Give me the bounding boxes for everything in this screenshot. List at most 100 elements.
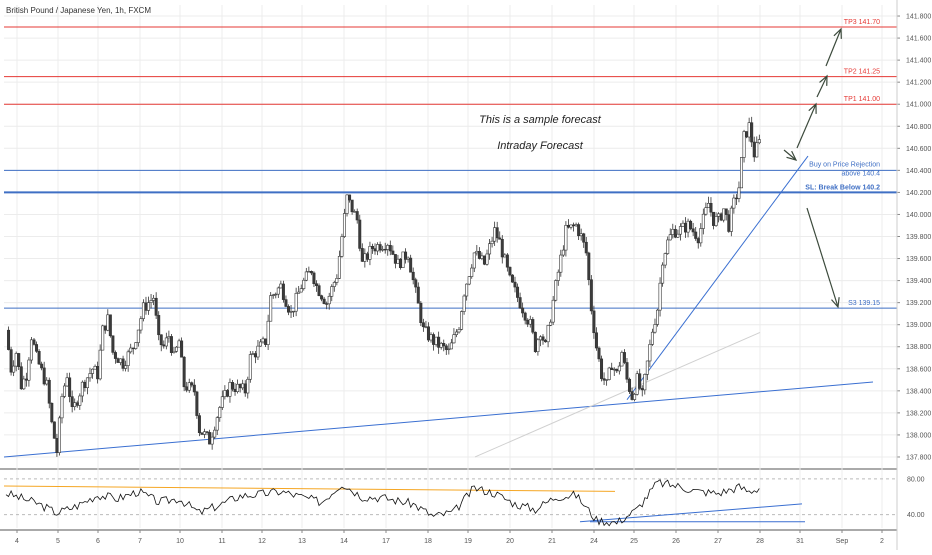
candle-body xyxy=(727,214,731,232)
candle-body xyxy=(236,383,240,392)
candle-body xyxy=(681,222,685,227)
x-tick-label: 17 xyxy=(382,538,390,545)
candle-body xyxy=(134,342,138,349)
candle-body xyxy=(579,233,583,237)
level-label: S3 139.15 xyxy=(848,300,880,307)
candle-body xyxy=(365,253,369,260)
candle-body xyxy=(19,366,23,390)
candle-body xyxy=(488,243,492,255)
candle-body xyxy=(37,351,41,365)
candle-body xyxy=(304,271,308,281)
y-tick-label: 137.800 xyxy=(906,454,931,461)
candle-body xyxy=(269,295,273,322)
x-tick-label: 26 xyxy=(672,538,680,545)
candle-body xyxy=(658,282,662,311)
candle-body xyxy=(167,336,171,339)
x-tick-label: 18 xyxy=(424,538,432,545)
candle-body xyxy=(668,234,672,241)
candle-body xyxy=(757,139,761,144)
candle-body xyxy=(493,227,497,242)
candle-body xyxy=(437,336,441,348)
candle-body xyxy=(111,335,115,353)
candle-body xyxy=(409,257,413,273)
x-tick-label: 5 xyxy=(56,538,60,545)
candle-body xyxy=(289,311,293,313)
candle-body xyxy=(480,255,484,259)
candle-body xyxy=(14,353,18,367)
candle-body xyxy=(691,228,695,233)
candle-body xyxy=(505,254,509,268)
candle-body xyxy=(42,367,46,385)
candle-body xyxy=(663,253,667,266)
candle-body xyxy=(584,241,588,254)
candle-body xyxy=(60,396,64,419)
rsi-rising-trendline xyxy=(579,503,803,523)
candle-body xyxy=(454,331,458,335)
candle-body xyxy=(678,226,682,235)
candle-body xyxy=(648,344,652,362)
candle-body xyxy=(447,348,451,351)
candle-body xyxy=(722,208,726,221)
candle-body xyxy=(622,352,626,363)
candle-body xyxy=(638,373,642,389)
y-tick-label: 140.600 xyxy=(906,146,931,153)
candle-body xyxy=(83,381,87,389)
candle-body xyxy=(24,378,28,381)
candle-body xyxy=(147,302,151,311)
candle-body xyxy=(27,359,31,381)
candle-body xyxy=(734,197,738,200)
candle-body xyxy=(121,358,125,369)
candle-body xyxy=(169,336,173,353)
forecast-arrow xyxy=(825,28,842,67)
candle-body xyxy=(500,238,504,258)
y-tick-label: 139.400 xyxy=(906,278,931,285)
candle-body xyxy=(363,253,367,262)
candle-body xyxy=(139,318,143,331)
candle-body xyxy=(98,349,102,380)
candle-body xyxy=(673,228,677,238)
candle-body xyxy=(358,219,362,249)
candle-body xyxy=(208,432,212,445)
symbol-title: British Pound / Japanese Yen, 1h, FXCM xyxy=(6,6,151,15)
candle-body xyxy=(355,211,359,221)
candle-body xyxy=(70,396,74,407)
candle-body xyxy=(29,339,33,361)
candle-body xyxy=(185,386,189,391)
x-tick-label: 11 xyxy=(218,538,225,545)
y-tick-label: 141.800 xyxy=(906,14,931,21)
candle-body xyxy=(607,367,611,380)
candle-body xyxy=(330,286,334,297)
candle-body xyxy=(370,245,374,249)
candle-body xyxy=(429,334,433,341)
candle-body xyxy=(376,244,380,252)
y-tick-label: 141.400 xyxy=(906,58,931,65)
candle-body xyxy=(368,245,372,260)
candle-body xyxy=(314,283,318,286)
candle-body xyxy=(630,391,634,400)
candle-body xyxy=(261,338,265,343)
candle-body xyxy=(594,332,598,349)
candle-body xyxy=(419,302,423,323)
y-tick-label: 138.200 xyxy=(906,410,931,417)
forecast-arrows xyxy=(783,27,842,309)
y-tick-label: 139.600 xyxy=(906,256,931,263)
candle-body xyxy=(406,257,410,260)
candle-body xyxy=(203,431,207,435)
candle-body xyxy=(475,250,479,254)
candle-body xyxy=(108,314,112,337)
level-label: TP2 141.25 xyxy=(844,69,880,76)
level-label-2: above 140.4 xyxy=(841,170,880,177)
candle-body xyxy=(373,248,377,252)
candle-body xyxy=(559,254,563,273)
trend-lines xyxy=(3,155,874,458)
candle-body xyxy=(526,319,530,325)
candle-body xyxy=(205,431,209,433)
candle-body xyxy=(276,287,280,295)
candle-body xyxy=(556,271,560,281)
candle-body xyxy=(589,279,593,312)
candle-body xyxy=(503,254,507,258)
x-tick-label: 20 xyxy=(506,538,514,545)
candle-body xyxy=(510,274,514,283)
